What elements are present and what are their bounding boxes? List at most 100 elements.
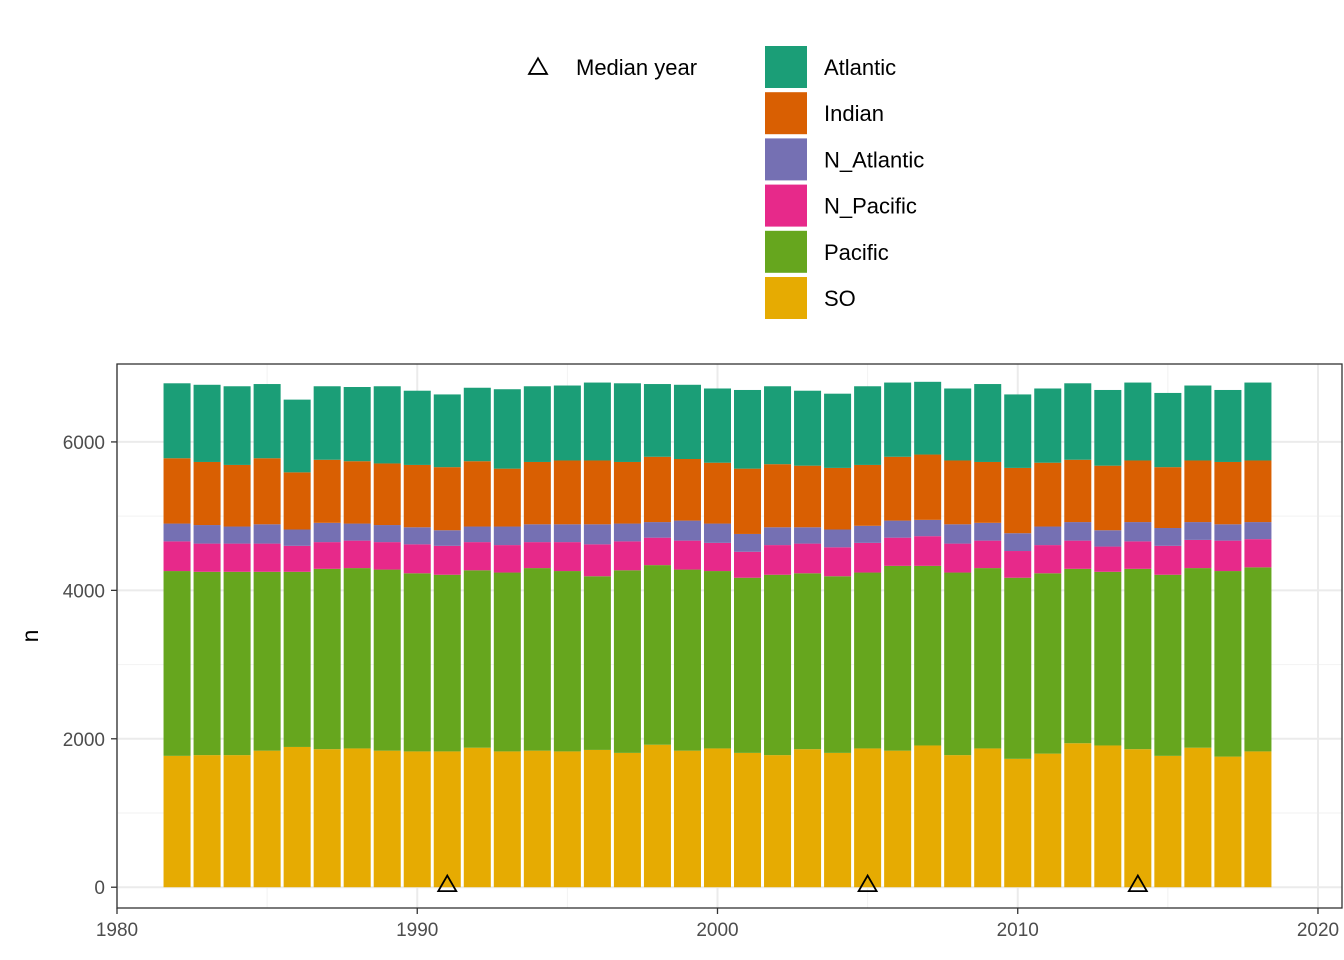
legend-label-n-pacific: N_Pacific xyxy=(824,194,917,219)
bar-n-atlantic xyxy=(1184,522,1212,540)
bar-atlantic xyxy=(433,394,461,468)
bar-pacific xyxy=(343,568,371,749)
bar-pacific xyxy=(1184,568,1212,748)
bar-indian xyxy=(403,464,431,528)
bar-indian xyxy=(914,454,942,520)
bar-atlantic xyxy=(1154,392,1182,468)
bar-pacific xyxy=(914,565,942,746)
bar-n-atlantic xyxy=(1034,526,1062,546)
bar-atlantic xyxy=(1064,383,1092,460)
bar-pacific xyxy=(253,571,281,751)
bar-indian xyxy=(283,472,311,530)
bar-atlantic xyxy=(734,389,762,469)
x-tick-label: 2010 xyxy=(997,920,1039,941)
bar-indian xyxy=(824,467,852,530)
bar-n-pacific xyxy=(1064,540,1092,569)
bar-n-atlantic xyxy=(1004,533,1032,552)
bar-so xyxy=(373,750,401,888)
bar-atlantic xyxy=(673,384,701,459)
bar-n-atlantic xyxy=(944,524,972,544)
bar-n-pacific xyxy=(523,542,551,569)
bar-atlantic xyxy=(313,386,341,460)
bar-n-pacific xyxy=(163,541,191,572)
x-tick-label: 1980 xyxy=(96,920,138,941)
bar-atlantic xyxy=(974,384,1002,462)
bar-atlantic xyxy=(884,382,912,457)
legend-key-n-pacific xyxy=(765,184,807,227)
bar-atlantic xyxy=(854,386,882,465)
bar-indian xyxy=(583,460,611,525)
bar-indian xyxy=(1094,465,1122,531)
bar-n-atlantic xyxy=(1214,524,1242,541)
legend-label-n-atlantic: N_Atlantic xyxy=(824,147,924,172)
bar-n-atlantic xyxy=(313,522,341,543)
bar-pacific xyxy=(373,569,401,751)
bar-n-pacific xyxy=(703,542,732,572)
bar-so xyxy=(1154,755,1182,888)
bar-indian xyxy=(764,464,792,528)
bar-so xyxy=(854,748,882,888)
plot-area xyxy=(116,364,1342,908)
bar-so xyxy=(764,755,792,888)
bar-n-pacific xyxy=(824,547,852,577)
bar-so xyxy=(1244,751,1272,888)
bar-indian xyxy=(193,461,221,526)
bar-n-pacific xyxy=(673,540,701,570)
bar-n-atlantic xyxy=(583,524,611,545)
bar-so xyxy=(703,748,732,888)
legend-key-n-atlantic xyxy=(765,138,807,181)
bar-so xyxy=(643,744,671,888)
bar-n-pacific xyxy=(1004,551,1032,578)
bar-n-atlantic xyxy=(523,524,551,543)
bar-atlantic xyxy=(493,389,521,469)
bar-n-pacific xyxy=(854,542,882,573)
legend-label-indian: Indian xyxy=(824,101,884,126)
legend: Median year Atlantic Indian N_Atlantic N_Pac… xyxy=(527,46,924,319)
bar-n-pacific xyxy=(193,543,221,572)
bar-indian xyxy=(493,468,521,527)
bar-so xyxy=(1034,753,1062,888)
bar-so xyxy=(163,755,191,888)
bar-pacific xyxy=(673,569,701,751)
bar-n-pacific xyxy=(884,537,912,566)
legend-label-so: SO xyxy=(824,286,856,311)
bar-so xyxy=(1184,747,1212,888)
bar-indian xyxy=(553,460,581,525)
bar-n-pacific xyxy=(253,543,281,572)
bar-indian xyxy=(313,459,341,523)
bar-n-atlantic xyxy=(373,525,401,543)
bar-so xyxy=(673,750,701,888)
bar-atlantic xyxy=(373,386,401,464)
bar-so xyxy=(824,752,852,888)
bar-so xyxy=(583,749,611,888)
bar-pacific xyxy=(493,572,521,752)
bar-indian xyxy=(884,456,912,521)
bar-n-atlantic xyxy=(403,527,431,545)
bar-so xyxy=(523,750,551,888)
bar-n-pacific xyxy=(463,542,491,571)
bar-indian xyxy=(1214,461,1242,525)
bar-indian xyxy=(1154,467,1182,529)
median-year-marker xyxy=(436,873,458,893)
bar-pacific xyxy=(643,565,671,745)
bar-atlantic xyxy=(553,385,581,461)
bar-atlantic xyxy=(643,384,671,457)
bar-n-pacific xyxy=(553,542,581,572)
bar-indian xyxy=(253,458,281,525)
bar-pacific xyxy=(313,568,341,750)
bar-indian xyxy=(223,464,251,527)
axes: 1980 1990 2000 2010 2020 0 2000 4000 6000 n xyxy=(17,363,1343,941)
bar-so xyxy=(433,751,461,888)
bar-n-pacific xyxy=(493,545,521,573)
bar-indian xyxy=(343,461,371,524)
bar-so xyxy=(1004,758,1032,888)
bar-n-pacific xyxy=(1124,541,1152,569)
bar-indian xyxy=(163,458,191,524)
bar-atlantic xyxy=(1004,394,1032,468)
bar-indian xyxy=(1004,467,1032,534)
bar-n-pacific xyxy=(643,537,671,566)
bar-atlantic xyxy=(824,393,852,468)
bar-pacific xyxy=(403,573,431,752)
bar-n-atlantic xyxy=(734,533,762,552)
bar-so xyxy=(794,749,822,888)
